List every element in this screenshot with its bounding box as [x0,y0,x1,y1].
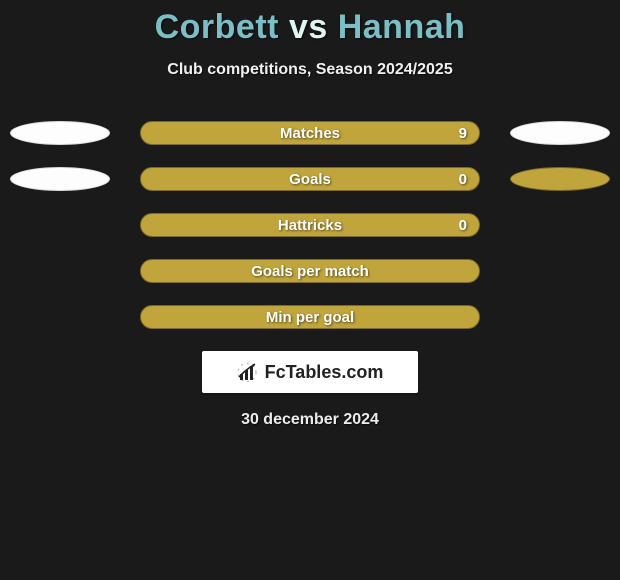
goals-left-pill [10,167,110,191]
vs-label: vs [289,8,328,46]
player1-name: Corbett [155,8,279,46]
hattricks-bar: Hattricks 0 [140,213,480,237]
footer-date: 30 december 2024 [0,411,620,429]
matches-label: Matches [280,125,340,142]
player2-name: Hannah [338,8,466,46]
row-hattricks: Hattricks 0 [0,213,620,237]
page-title: Corbett vs Hannah [0,8,620,47]
matches-right-value: 9 [459,125,467,142]
chart-icon [237,362,259,382]
goals-right-pill [510,167,610,191]
gpm-label: Goals per match [251,263,369,280]
subtitle: Club competitions, Season 2024/2025 [0,61,620,79]
hattricks-right-value: 0 [459,217,467,234]
row-goals: Goals 0 [0,167,620,191]
matches-left-pill [10,121,110,145]
mpg-bar: Min per goal [140,305,480,329]
row-goals-per-match: Goals per match [0,259,620,283]
page: Corbett vs Hannah Club competitions, Sea… [0,8,620,580]
mpg-label: Min per goal [266,309,354,326]
matches-right-pill [510,121,610,145]
stats-rows: Matches 9 Goals 0 Hattricks 0 Goals per … [0,121,620,329]
matches-bar: Matches 9 [140,121,480,145]
row-min-per-goal: Min per goal [0,305,620,329]
hattricks-label: Hattricks [278,217,342,234]
goals-label: Goals [289,171,331,188]
gpm-bar: Goals per match [140,259,480,283]
source-logo-text: FcTables.com [265,362,384,383]
row-matches: Matches 9 [0,121,620,145]
goals-right-value: 0 [459,171,467,188]
goals-bar: Goals 0 [140,167,480,191]
source-logo-card: FcTables.com [202,351,418,393]
